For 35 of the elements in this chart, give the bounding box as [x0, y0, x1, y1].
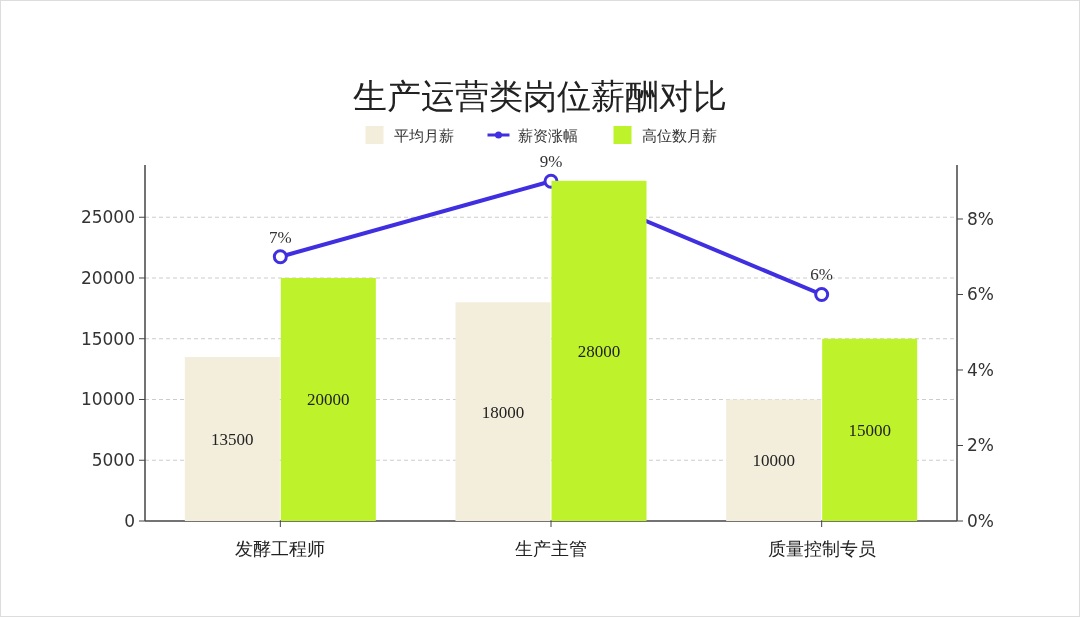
legend-label: 高位数月薪 — [641, 127, 717, 145]
y2-tick-label: 8% — [967, 208, 994, 229]
data-label: 18000 — [481, 402, 525, 422]
data-label: 7% — [269, 227, 292, 247]
y-tick-label: 0 — [124, 511, 135, 531]
x-tick-label: 发酵工程师 — [235, 538, 326, 559]
data-label: 6% — [810, 265, 833, 285]
x-tick-label: 质量控制专员 — [767, 538, 876, 559]
y-tick-label: 10000 — [80, 389, 135, 410]
y-tick-label: 20000 — [80, 268, 135, 288]
data-label: 10000 — [752, 451, 795, 471]
y2-tick-label: 0% — [967, 511, 994, 531]
bar — [726, 399, 822, 521]
data-label: 9% — [539, 152, 563, 172]
chart-title: 生产运营类岗位薪酬对比 — [353, 76, 727, 116]
legend-label: 薪资涨幅 — [517, 127, 578, 145]
data-label: 13500 — [211, 429, 254, 449]
y-tick-label: 15000 — [80, 328, 135, 349]
point — [814, 286, 830, 302]
y-tick-label: 25000 — [80, 207, 135, 228]
data-label: 20000 — [307, 390, 350, 410]
data-label: 28000 — [577, 341, 621, 361]
x-tick-label: 生产主管 — [515, 538, 587, 559]
bar — [184, 356, 280, 521]
y2-tick-label: 4% — [967, 359, 994, 380]
data-label: 15000 — [848, 420, 891, 440]
y2-tick-label: 2% — [967, 435, 994, 456]
y2-tick-label: 6% — [967, 284, 994, 305]
point — [272, 249, 288, 265]
bar — [455, 302, 551, 521]
bar — [280, 278, 376, 521]
y-tick-label: 5000 — [91, 450, 135, 471]
legend-label: 平均月薪 — [393, 127, 454, 145]
bar — [822, 338, 918, 521]
bar — [551, 180, 647, 521]
